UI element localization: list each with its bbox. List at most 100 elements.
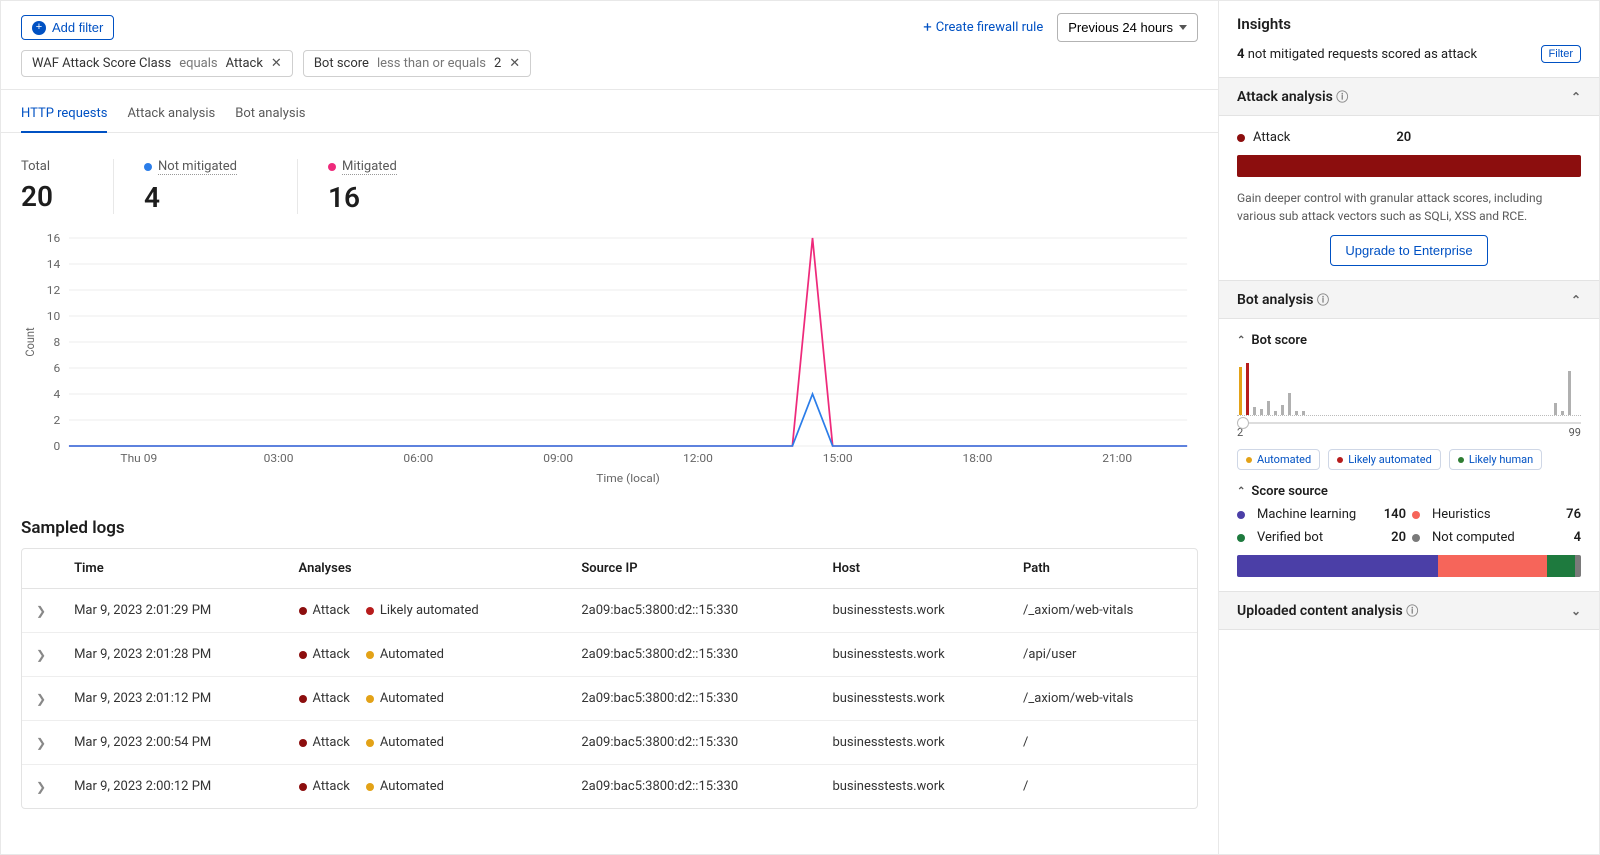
score-source-subheader[interactable]: ⌃ Score source — [1237, 484, 1581, 499]
insights-summary-text: not mitigated requests scored as attack — [1248, 47, 1477, 62]
time-range-select[interactable]: Previous 24 hours — [1057, 13, 1198, 42]
histogram-bar — [1260, 409, 1263, 415]
bot-score-pill[interactable]: Automated — [1237, 449, 1320, 470]
insights-title: Insights — [1237, 15, 1581, 33]
chevron-down-icon: ⌄ — [1571, 604, 1581, 618]
expand-row-icon[interactable]: ❯ — [36, 692, 46, 706]
sampled-logs-table: TimeAnalysesSource IPHostPath ❯ Mar 9, 2… — [21, 548, 1198, 809]
chip-remove-icon[interactable]: ✕ — [509, 56, 520, 71]
bot-score-slider[interactable] — [1237, 422, 1581, 424]
histogram-bar — [1246, 363, 1249, 415]
bot-score-pill[interactable]: Likely human — [1449, 449, 1542, 470]
chevron-up-icon: ⌃ — [1571, 90, 1581, 104]
table-header: Path — [1009, 549, 1197, 589]
svg-text:18:00: 18:00 — [963, 451, 993, 464]
pill-dot-icon — [1458, 457, 1464, 463]
stacked-segment — [1237, 555, 1438, 577]
expand-row-icon[interactable]: ❯ — [36, 736, 46, 750]
bot-score-pill[interactable]: Likely automated — [1328, 449, 1441, 470]
insights-summary-count: 4 — [1237, 47, 1244, 62]
not-mitigated-dot-icon — [144, 163, 152, 171]
source-label: Verified bot — [1257, 530, 1360, 545]
bot-analysis-accordion[interactable]: Bot analysis ⓘ ⌃ — [1219, 280, 1599, 319]
svg-text:12: 12 — [47, 283, 61, 296]
attack-note: Gain deeper control with granular attack… — [1237, 189, 1581, 225]
svg-text:06:00: 06:00 — [403, 451, 433, 464]
plus-circle-icon: + — [32, 21, 46, 35]
analysis-bot: Likely automated — [366, 603, 479, 618]
add-filter-label: Add filter — [52, 20, 103, 35]
score-source-legend: Machine learning 140 Heuristics 76 Verif… — [1237, 507, 1581, 545]
add-filter-button[interactable]: + Add filter — [21, 15, 114, 40]
time-range-label: Previous 24 hours — [1068, 20, 1173, 35]
insights-filter-button[interactable]: Filter — [1541, 45, 1581, 63]
log-host: businesstests.work — [818, 765, 1009, 809]
source-value: 76 — [1541, 507, 1581, 522]
svg-text:Thu 09: Thu 09 — [120, 451, 157, 464]
table-row[interactable]: ❯ Mar 9, 2023 2:01:12 PM Attack Automate… — [22, 677, 1197, 721]
bot-score-histogram — [1237, 356, 1581, 416]
tab-http-requests[interactable]: HTTP requests — [21, 100, 107, 133]
log-path: / — [1009, 721, 1197, 765]
chip-remove-icon[interactable]: ✕ — [271, 56, 282, 71]
table-header: Source IP — [567, 549, 818, 589]
table-header: Analyses — [285, 549, 568, 589]
svg-text:Time (local): Time (local) — [596, 471, 660, 484]
source-dot-icon — [1412, 511, 1420, 519]
log-host: businesstests.work — [818, 677, 1009, 721]
upgrade-enterprise-button[interactable]: Upgrade to Enterprise — [1330, 235, 1487, 266]
expand-row-icon[interactable]: ❯ — [36, 604, 46, 618]
stat-total-value: 20 — [21, 180, 53, 213]
log-host: businesstests.work — [818, 589, 1009, 633]
histogram-bar — [1561, 411, 1564, 415]
stat-mit-label: Mitigated — [342, 159, 397, 175]
pill-dot-icon — [1246, 457, 1252, 463]
source-dot-icon — [1412, 534, 1420, 542]
log-source-ip: 2a09:bac5:3800:d2::15:330 — [567, 633, 818, 677]
bot-analysis-body: ⌃ Bot score 2 99 AutomatedLikely automat… — [1219, 319, 1599, 591]
log-host: businesstests.work — [818, 721, 1009, 765]
filter-chip[interactable]: Bot score less than or equals 2 ✕ — [303, 50, 531, 77]
stats-row: Total 20 Not mitigated 4 Mitigated 16 — [1, 133, 1218, 224]
stacked-segment — [1438, 555, 1547, 577]
source-label: Machine learning — [1257, 507, 1360, 522]
analysis-bot: Automated — [366, 691, 444, 706]
uploaded-content-accordion[interactable]: Uploaded content analysis ⓘ ⌄ — [1219, 591, 1599, 630]
create-firewall-rule-link[interactable]: + Create firewall rule — [923, 20, 1043, 35]
log-time: Mar 9, 2023 2:00:12 PM — [60, 765, 284, 809]
slider-thumb-icon[interactable] — [1237, 417, 1249, 429]
analysis-attack: Attack — [299, 779, 350, 794]
stacked-segment — [1547, 555, 1576, 577]
table-row[interactable]: ❯ Mar 9, 2023 2:00:54 PM Attack Automate… — [22, 721, 1197, 765]
table-row[interactable]: ❯ Mar 9, 2023 2:00:12 PM Attack Automate… — [22, 765, 1197, 809]
attack-analysis-accordion[interactable]: Attack analysis ⓘ ⌃ — [1219, 77, 1599, 116]
log-time: Mar 9, 2023 2:01:12 PM — [60, 677, 284, 721]
svg-text:15:00: 15:00 — [823, 451, 853, 464]
score-source-label: Score source — [1251, 484, 1327, 499]
svg-text:2: 2 — [53, 413, 60, 426]
svg-text:Count: Count — [23, 327, 38, 356]
table-row[interactable]: ❯ Mar 9, 2023 2:01:28 PM Attack Automate… — [22, 633, 1197, 677]
log-path: / — [1009, 765, 1197, 809]
expand-row-icon[interactable]: ❯ — [36, 780, 46, 794]
analysis-attack: Attack — [299, 735, 350, 750]
bot-analysis-title: Bot analysis — [1237, 292, 1313, 308]
expand-row-icon[interactable]: ❯ — [36, 648, 46, 662]
uploaded-content-title: Uploaded content analysis — [1237, 603, 1403, 619]
filter-chip[interactable]: WAF Attack Score Class equals Attack ✕ — [21, 50, 293, 77]
stat-total: Total 20 — [21, 159, 114, 214]
chevron-down-icon — [1179, 25, 1187, 30]
source-dot-icon — [1237, 534, 1245, 542]
chevron-up-icon: ⌃ — [1237, 335, 1245, 346]
histogram-bar — [1281, 405, 1284, 415]
tab-bot-analysis[interactable]: Bot analysis — [235, 100, 305, 132]
analysis-attack: Attack — [299, 647, 350, 662]
bot-score-subheader[interactable]: ⌃ Bot score — [1237, 333, 1581, 348]
svg-text:21:00: 21:00 — [1102, 451, 1132, 464]
stat-total-label: Total — [21, 159, 53, 174]
tab-attack-analysis[interactable]: Attack analysis — [127, 100, 215, 132]
info-icon: ⓘ — [1406, 604, 1418, 618]
analysis-bot: Automated — [366, 735, 444, 750]
pill-dot-icon — [1337, 457, 1343, 463]
table-row[interactable]: ❯ Mar 9, 2023 2:01:29 PM Attack Likely a… — [22, 589, 1197, 633]
